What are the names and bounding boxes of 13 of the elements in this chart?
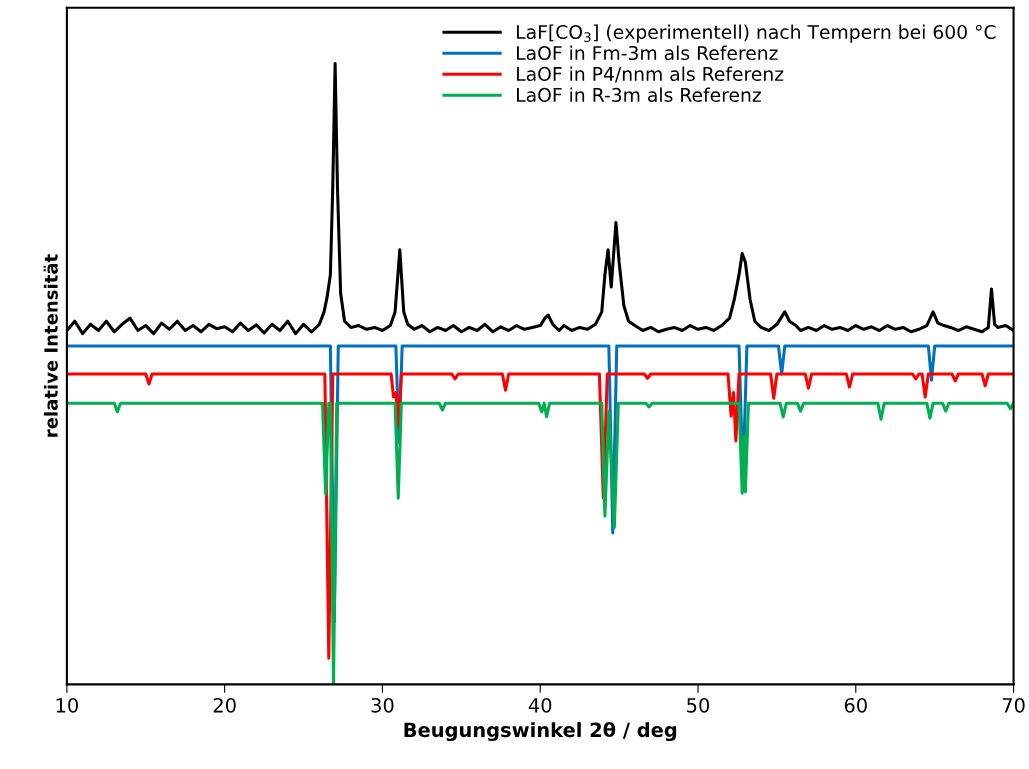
x-tick-label: 10	[56, 697, 78, 713]
x-tick-label: 50	[687, 697, 710, 713]
legend-label: LaOF in P4/nnm als Referenz	[517, 66, 784, 83]
legend-label: LaOF in R-3m als Referenz	[517, 87, 761, 102]
x-tick-label: 20	[213, 697, 236, 713]
x-axis-title: Beugungswinkel 2θ / deg	[404, 721, 677, 742]
x-tick-label: 30	[371, 697, 394, 713]
x-tick-label: 60	[844, 697, 867, 713]
legend-label: LaF[CO$_{3}$] (experimentell) nach Tempern bei 600 °C	[517, 24, 996, 43]
x-tick-label: 40	[528, 697, 552, 713]
x-tick-label: 70	[1002, 697, 1025, 713]
legend-label: LaOF in Fm-3m als Referenz	[517, 45, 778, 61]
y-axis-title: relative Intensität	[43, 254, 58, 437]
